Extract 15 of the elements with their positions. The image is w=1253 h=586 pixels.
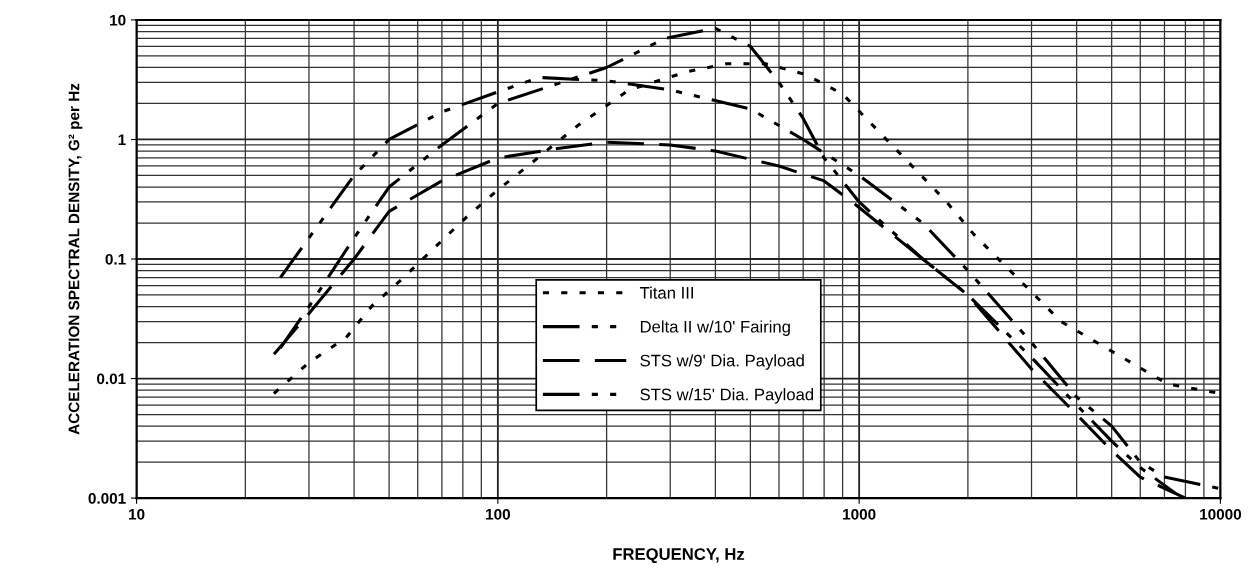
x-axis-title: FREQUENCY, Hz	[613, 548, 745, 564]
x-tick-label: 10	[129, 508, 145, 520]
y-tick-label: 1	[118, 134, 126, 145]
y-tick-label: 0.01	[97, 373, 126, 385]
y-tick-label: 10	[110, 14, 126, 26]
y-tick-label: 0.001	[88, 492, 126, 504]
legend-label: STS w/9' Dia. Payload	[640, 354, 804, 370]
x-tick-label: 10000	[1200, 508, 1242, 520]
x-tick-label: 100	[486, 508, 510, 520]
legend-label: STS w/15' Dia. Payload	[640, 388, 814, 404]
x-tick-label: 1000	[843, 508, 876, 520]
y-tick-label: 0.1	[105, 253, 126, 265]
legend-label: Delta II w/10' Fairing	[640, 320, 790, 336]
legend-label: Titan III	[639, 286, 693, 299]
y-axis-title: ACCELERATION SPECTRAL DENSITY, G² per Hz	[68, 83, 83, 435]
